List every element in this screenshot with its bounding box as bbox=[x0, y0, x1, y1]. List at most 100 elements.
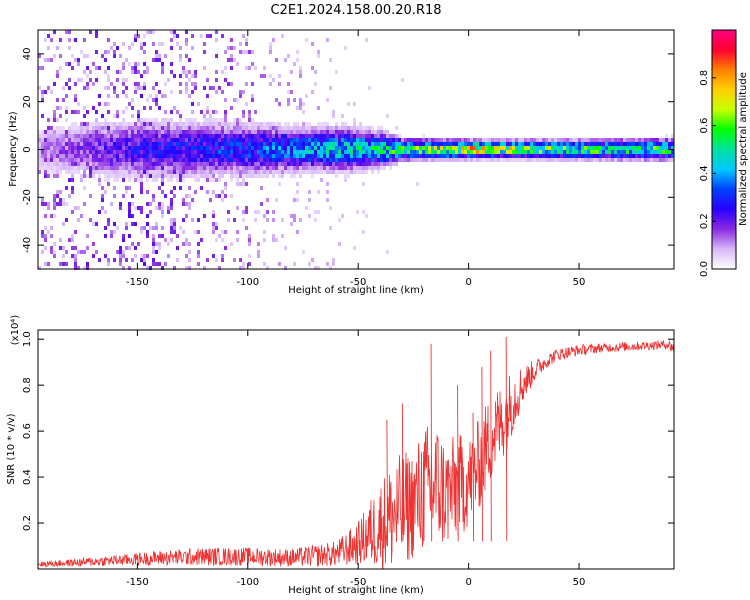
spectrogram-cell bbox=[509, 146, 512, 150]
spectrogram-cell bbox=[227, 46, 230, 50]
spectrogram-cell bbox=[224, 122, 227, 126]
spectrogram-cell bbox=[671, 154, 674, 158]
spectrogram-cell bbox=[359, 138, 362, 142]
spectrogram-cell bbox=[47, 86, 50, 90]
spectrogram-cell bbox=[119, 146, 122, 150]
spectrogram-cell bbox=[407, 142, 410, 146]
spectrogram-cell bbox=[278, 134, 281, 138]
spectrogram-cell bbox=[200, 154, 203, 158]
spectrogram-cell bbox=[125, 134, 128, 138]
spectrogram-cell bbox=[269, 150, 272, 154]
spectrogram-cell bbox=[44, 158, 47, 162]
spectrogram-cell bbox=[200, 150, 203, 154]
spectrogram-cell bbox=[461, 150, 464, 154]
spectrogram-cell bbox=[134, 82, 137, 86]
spectrogram-cell bbox=[170, 134, 173, 138]
spectrogram-cell bbox=[194, 166, 197, 170]
spectrogram-cell bbox=[287, 150, 290, 154]
spectrogram-cell bbox=[170, 202, 173, 206]
spectrogram-cell bbox=[176, 146, 179, 150]
spectrogram-cell bbox=[188, 258, 191, 262]
spectrogram-cell bbox=[104, 118, 107, 122]
spectrogram-cell bbox=[158, 106, 161, 110]
spectrogram-cell bbox=[191, 110, 194, 114]
spectrogram-cell bbox=[329, 226, 332, 230]
spectrogram-cell bbox=[59, 238, 62, 242]
spectrogram-cell bbox=[326, 166, 329, 170]
spectrogram-cell bbox=[236, 126, 239, 130]
spectrogram-cell bbox=[335, 170, 338, 174]
spectrogram-cell bbox=[167, 118, 170, 122]
spectrogram-cell bbox=[74, 58, 77, 62]
spectrogram-cell bbox=[41, 198, 44, 202]
spectrogram-cell bbox=[62, 166, 65, 170]
colorbar-ticks: 0.00.20.40.60.8 bbox=[699, 70, 716, 277]
spectrogram-cell bbox=[128, 214, 131, 218]
spectrogram-cell bbox=[119, 174, 122, 178]
spectrogram-cell bbox=[368, 162, 371, 166]
spectrogram-cell bbox=[152, 122, 155, 126]
spectrogram-cell bbox=[197, 142, 200, 146]
spectrogram-cell bbox=[365, 150, 368, 154]
spectrogram-cell bbox=[611, 158, 614, 162]
spectrogram-cell bbox=[113, 50, 116, 54]
spectrogram-cell bbox=[173, 134, 176, 138]
spectrogram-cell bbox=[107, 122, 110, 126]
spectrogram-cell bbox=[149, 266, 152, 270]
spectrogram-cell bbox=[452, 142, 455, 146]
spectrogram-cell bbox=[218, 86, 221, 90]
spectrogram-cell bbox=[194, 178, 197, 182]
spectrogram-cell bbox=[377, 150, 380, 154]
spectrogram-cell bbox=[359, 150, 362, 154]
spectrogram-cell bbox=[182, 198, 185, 202]
spectrogram-cell bbox=[230, 166, 233, 170]
spectrogram-cell bbox=[119, 170, 122, 174]
spectrogram-cell bbox=[290, 162, 293, 166]
spectrogram-cell bbox=[179, 58, 182, 62]
spectrogram-cell bbox=[122, 118, 125, 122]
spectrogram-cell bbox=[185, 42, 188, 46]
spectrogram-cell bbox=[404, 154, 407, 158]
spectrogram-cell bbox=[452, 158, 455, 162]
spectrogram-cell bbox=[95, 30, 98, 34]
spectrogram-cell bbox=[161, 134, 164, 138]
spectrogram-cell bbox=[182, 138, 185, 142]
spectrogram-cell bbox=[236, 230, 239, 234]
spectrogram-cell bbox=[44, 150, 47, 154]
spectrogram-cell bbox=[572, 138, 575, 142]
spectrogram-cell bbox=[107, 218, 110, 222]
spectrogram-cell bbox=[65, 138, 68, 142]
spectrogram-cell bbox=[467, 146, 470, 150]
spectrogram-cell bbox=[191, 150, 194, 154]
spectrogram-cell bbox=[290, 126, 293, 130]
spectrogram-cell bbox=[116, 134, 119, 138]
spectrogram-cell bbox=[170, 226, 173, 230]
spectrogram-cell bbox=[542, 154, 545, 158]
spectrogram-cell bbox=[86, 146, 89, 150]
spectrogram-cell bbox=[233, 98, 236, 102]
spectrogram-cell bbox=[191, 74, 194, 78]
spectrogram-cell bbox=[353, 118, 356, 122]
bottom-y-axis-label: SNR (10 * v/v) bbox=[6, 413, 17, 484]
spectrogram-cell bbox=[68, 62, 71, 66]
spectrogram-cell bbox=[95, 110, 98, 114]
spectrogram-cell bbox=[119, 262, 122, 266]
spectrogram-cell bbox=[356, 138, 359, 142]
spectrogram-cell bbox=[218, 118, 221, 122]
spectrogram-cell bbox=[581, 142, 584, 146]
spectrogram-cell bbox=[107, 66, 110, 70]
spectrogram-cell bbox=[158, 134, 161, 138]
spectrogram-cell bbox=[191, 118, 194, 122]
spectrogram-cell bbox=[302, 110, 305, 114]
spectrogram-cell bbox=[128, 210, 131, 214]
spectrogram-cell bbox=[590, 158, 593, 162]
spectrogram-cell bbox=[224, 146, 227, 150]
spectrogram-cell bbox=[239, 122, 242, 126]
spectrogram-cell bbox=[383, 134, 386, 138]
spectrogram-cell bbox=[284, 246, 287, 250]
spectrogram-cell bbox=[638, 150, 641, 154]
spectrogram-cell bbox=[626, 158, 629, 162]
spectrogram-cell bbox=[296, 138, 299, 142]
spectrogram-cell bbox=[494, 146, 497, 150]
spectrogram-cell bbox=[581, 138, 584, 142]
